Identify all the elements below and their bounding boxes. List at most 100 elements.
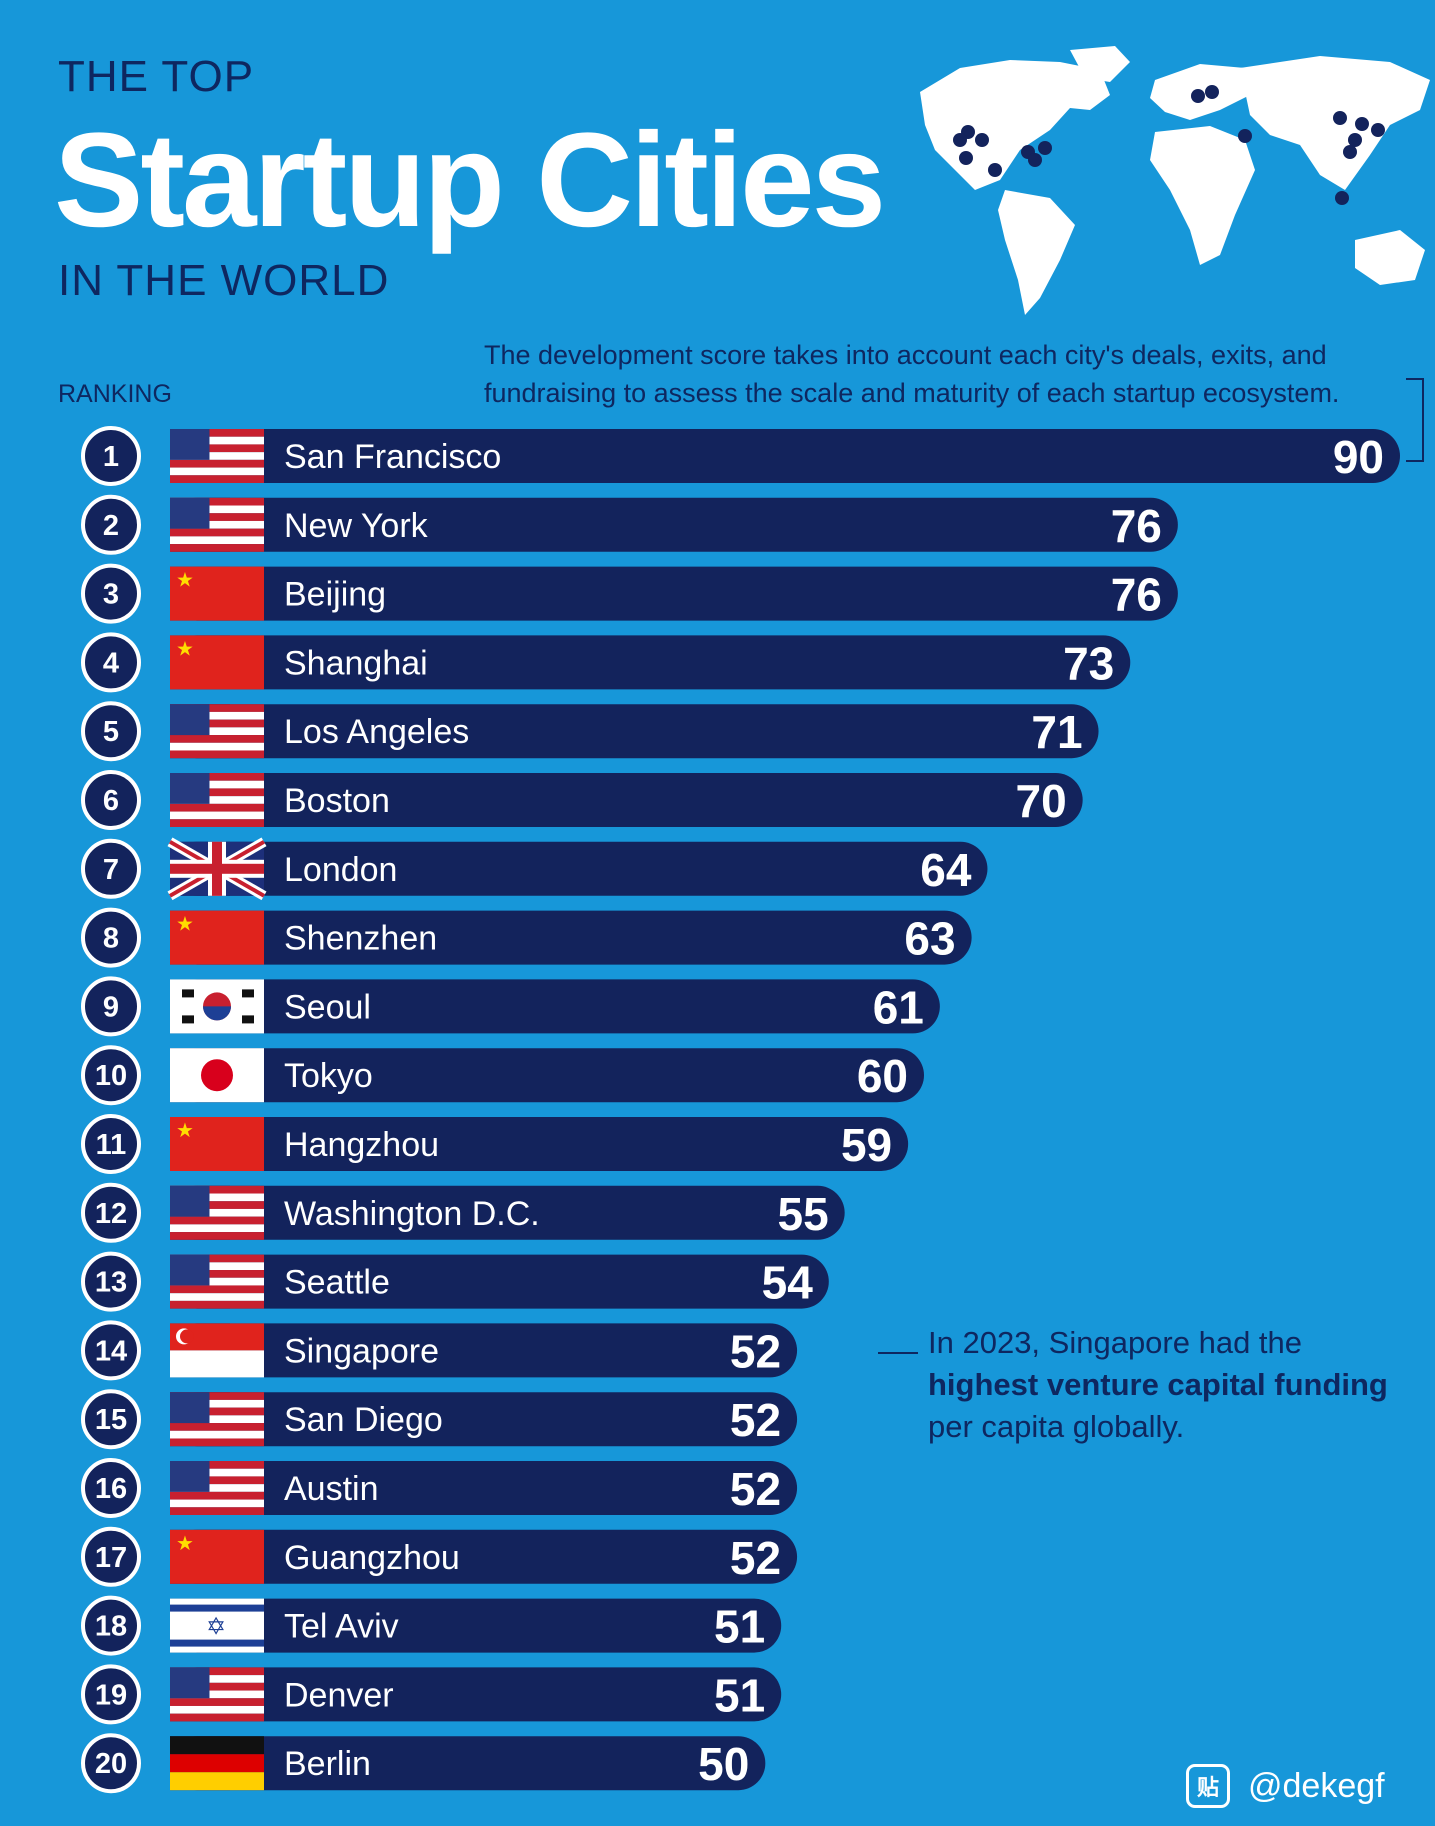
city-label: Beijing [284, 576, 386, 614]
value-label: 59 [841, 1119, 892, 1171]
note-bracket [1406, 378, 1424, 462]
bar-row: 12 Washington D.C. 55 [81, 1182, 845, 1243]
country-flag-icon: ★ [170, 910, 264, 965]
rank-badge [81, 1389, 141, 1450]
rank-badge [81, 907, 141, 968]
city-label: Berlin [284, 1745, 371, 1783]
bar-row: 5 Los Angeles 71 [81, 701, 1099, 762]
bar-row: 18 ✡ Tel Aviv 51 [81, 1595, 782, 1656]
rank-number: 15 [95, 1404, 127, 1436]
watermark-icon: 贴 [1186, 1764, 1230, 1808]
rank-badge [81, 1045, 141, 1106]
country-flag-icon: ★ [170, 1529, 264, 1584]
callout-bold: highest venture capital funding [928, 1367, 1388, 1402]
country-flag-icon [170, 1254, 264, 1309]
singapore-callout: In 2023, Singapore had the highest ventu… [928, 1322, 1418, 1448]
city-label: Shenzhen [284, 920, 437, 958]
rank-number: 9 [103, 991, 119, 1023]
country-flag-icon [167, 837, 267, 901]
value-label: 61 [873, 981, 924, 1033]
bar-row: 13 Seattle 54 [81, 1251, 829, 1312]
svg-text:★: ★ [176, 912, 194, 936]
bar [170, 566, 1178, 621]
bar [170, 1048, 924, 1103]
australia-shape [1355, 230, 1425, 285]
city-label: New York [284, 507, 429, 545]
watermark: 贴 @dekegf [1186, 1764, 1385, 1808]
city-label: Singapore [284, 1332, 439, 1370]
bar-row: 6 Boston 70 [81, 770, 1083, 830]
africa-shape [1150, 126, 1255, 265]
value-label: 55 [777, 1188, 828, 1240]
rank-badge [81, 1182, 141, 1243]
rank-badge [81, 1251, 141, 1312]
rank-badge [81, 1664, 141, 1725]
methodology-note: The development score takes into account… [484, 340, 1340, 408]
bar [170, 979, 940, 1034]
city-label: London [284, 851, 397, 889]
bar-row: 11 ★ Hangzhou 59 [81, 1114, 909, 1174]
rank-badge [81, 563, 141, 624]
bar [170, 1598, 782, 1653]
rank-number: 8 [103, 923, 119, 955]
country-flag-icon: ★ [170, 1117, 264, 1171]
rank-number: 20 [95, 1748, 127, 1780]
value-label: 63 [904, 913, 955, 965]
rank-badge [81, 1458, 141, 1518]
bar [170, 1392, 798, 1447]
bar [170, 1529, 798, 1584]
bar [170, 1667, 782, 1722]
city-label: Los Angeles [284, 713, 469, 751]
value-label: 50 [698, 1738, 749, 1790]
bar-row: 14 Singapore 52 [81, 1320, 798, 1381]
city-label: Guangzhou [284, 1539, 460, 1577]
bar-row: 1 San Francisco 90 [81, 426, 1400, 486]
city-label: Washington D.C. [284, 1195, 540, 1233]
svg-text:★: ★ [176, 636, 194, 660]
value-label: 90 [1333, 431, 1384, 483]
city-label: Tel Aviv [284, 1608, 399, 1646]
bar [170, 1461, 798, 1515]
rank-number: 13 [95, 1267, 127, 1299]
bar [170, 773, 1083, 827]
callout-prefix: In 2023, Singapore had the [928, 1325, 1303, 1360]
bar-row: 2 New York 76 [81, 494, 1178, 555]
rank-badge [81, 1114, 141, 1174]
country-flag-icon [170, 979, 264, 1034]
bar-row: 20 Berlin 50 [81, 1733, 766, 1794]
value-label: 52 [730, 1325, 781, 1377]
rank-number: 19 [95, 1679, 127, 1711]
value-label: 73 [1063, 637, 1114, 689]
value-label: 71 [1031, 706, 1082, 758]
pre-title: THE TOP [58, 52, 255, 101]
bar [170, 704, 1099, 759]
main-title: Startup Cities [54, 106, 886, 255]
value-label: 54 [762, 1257, 814, 1309]
callout-suffix: per capita globally. [928, 1409, 1185, 1444]
rank-badge [81, 976, 141, 1037]
rank-number: 1 [103, 441, 119, 473]
country-flag-icon: ✡ [170, 1598, 264, 1653]
south-america-shape [998, 190, 1075, 315]
rank-badge [81, 1595, 141, 1656]
rank-number: 18 [95, 1611, 127, 1643]
value-label: 64 [920, 844, 972, 896]
value-label: 51 [714, 1669, 765, 1721]
rank-badge [81, 770, 141, 830]
bar [170, 429, 1400, 483]
bar-row: 4 ★ Shanghai 73 [81, 632, 1131, 693]
rank-number: 12 [95, 1198, 127, 1230]
country-flag-icon [170, 1736, 264, 1791]
bar [170, 1254, 829, 1309]
rank-badge [81, 426, 141, 486]
bar-row: 17 ★ Guangzhou 52 [81, 1526, 798, 1587]
value-label: 70 [1015, 775, 1066, 827]
value-label: 52 [730, 1463, 781, 1515]
bar-row: 3 ★ Beijing 76 [81, 563, 1178, 624]
bar [170, 1185, 845, 1240]
rank-number: 5 [103, 716, 119, 748]
bar-row: 19 Denver 51 [81, 1664, 782, 1725]
value-label: 76 [1111, 500, 1162, 552]
city-label: Boston [284, 782, 390, 820]
